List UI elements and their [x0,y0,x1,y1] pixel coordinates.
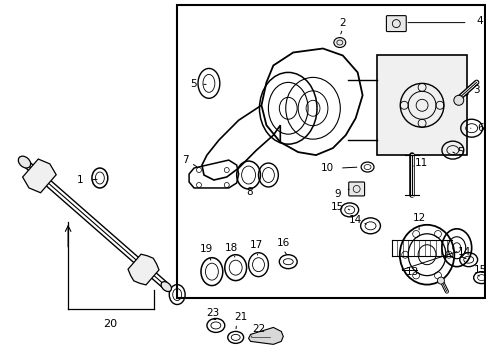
Text: 23: 23 [206,309,219,319]
Text: 10: 10 [320,163,333,173]
Text: 9: 9 [334,189,341,199]
Ellipse shape [333,37,345,48]
Text: 4: 4 [475,15,482,26]
Polygon shape [128,254,159,285]
Text: 6: 6 [476,123,483,133]
Polygon shape [22,159,56,193]
Text: 12: 12 [412,213,425,223]
Text: 8: 8 [246,187,252,197]
Text: 5: 5 [189,79,196,89]
Bar [377,55,466,155]
Text: 22: 22 [251,324,264,334]
Text: 3: 3 [472,85,479,95]
Text: 15: 15 [473,265,486,275]
Polygon shape [248,328,283,345]
Text: 1: 1 [77,175,83,185]
Text: 14: 14 [348,215,362,225]
Ellipse shape [161,282,171,292]
Text: 16: 16 [276,238,289,248]
FancyBboxPatch shape [348,182,364,196]
Text: 11: 11 [414,158,427,168]
Text: 5: 5 [456,147,463,157]
Text: 20: 20 [102,319,117,329]
Text: 19: 19 [199,244,212,254]
Text: 2: 2 [339,18,346,28]
Text: 21: 21 [234,312,247,323]
Ellipse shape [18,156,31,168]
Text: 15: 15 [330,202,344,212]
Text: 17: 17 [249,240,263,250]
Circle shape [453,95,463,105]
Text: 7: 7 [182,155,188,165]
Circle shape [437,277,444,284]
Bar [177,5,484,298]
Text: 14: 14 [457,247,470,257]
FancyBboxPatch shape [386,15,406,32]
Text: 18: 18 [224,243,238,253]
Text: 13: 13 [405,267,418,276]
